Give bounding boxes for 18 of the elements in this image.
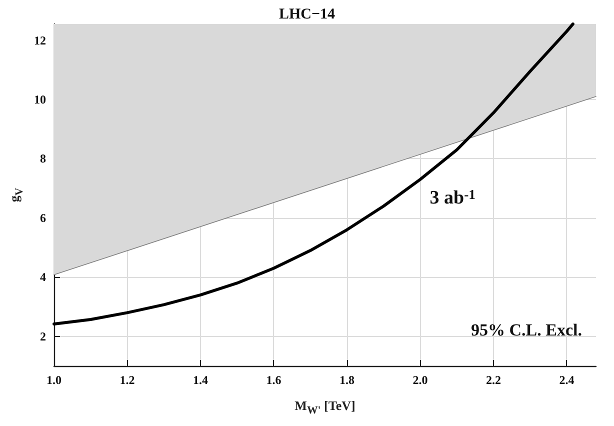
x-tick-label: 1.2 [120,373,135,387]
x-tick-label: 2.0 [412,373,428,387]
x-tick-label: 1.6 [266,373,282,387]
y-tick-label: 6 [40,210,46,225]
x-axis-title: M$_{W'}$ [TeV] [294,398,356,417]
chart-title: LHC−14 [278,6,336,22]
x-tick-label: 2.2 [486,373,501,387]
y-tick-label: 10 [34,92,46,107]
annotation: 95% C.L. Excl. [471,320,582,340]
x-tick-label: 1.8 [339,373,354,387]
x-tick-label: 2.4 [559,373,574,387]
y-tick-label: 8 [40,152,46,166]
y-tick-label: 12 [34,33,46,48]
x-tick-label: 1.0 [46,373,62,387]
line-series [52,22,574,326]
y-tick-label: 2 [40,329,46,344]
y-tick-label: 4 [40,270,46,284]
x-tick-label: 1.4 [192,373,208,387]
